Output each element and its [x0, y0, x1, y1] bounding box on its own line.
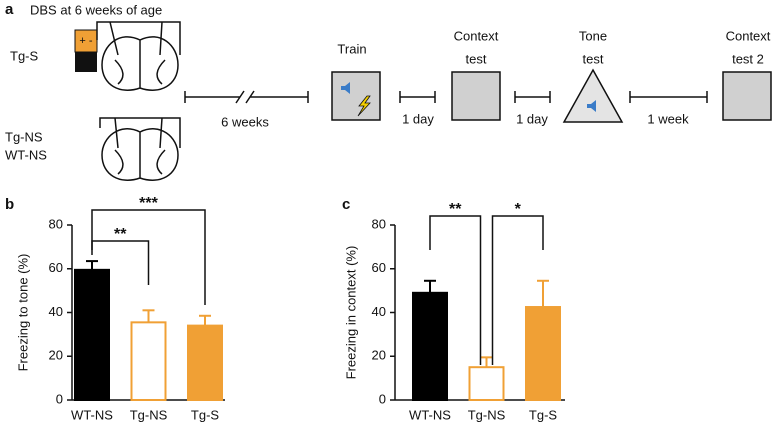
- interval-label: 1 week: [647, 111, 689, 126]
- speaker-icon: [341, 82, 350, 94]
- interval-label: 1 day: [402, 111, 434, 126]
- y-tick-label: 20: [372, 348, 386, 363]
- dbs-label: DBS at 6 weeks of age: [30, 2, 162, 17]
- group-label: Tg-S: [10, 48, 39, 63]
- interval-label: 1 day: [516, 111, 548, 126]
- bar: [525, 306, 561, 401]
- brain: [96, 21, 181, 91]
- significance-bracket: [429, 215, 482, 365]
- y-tick-label: 60: [49, 260, 63, 275]
- stage-box: [331, 71, 381, 121]
- timeline: [184, 90, 708, 104]
- battery: [75, 52, 97, 72]
- bar: [187, 324, 223, 401]
- panel-label: c: [342, 196, 350, 213]
- stage-label: test: [466, 51, 487, 66]
- stage-label: test 2: [732, 51, 764, 66]
- significance-bracket: [91, 209, 206, 305]
- speaker-icon: [587, 100, 596, 112]
- bar: [412, 291, 448, 401]
- significance-label: ***: [139, 195, 158, 212]
- x-tick-label: WT-NS: [71, 407, 113, 422]
- bar: [130, 321, 167, 401]
- panel-label: b: [5, 196, 14, 213]
- significance-label: *: [515, 201, 522, 218]
- stage-label: Context: [726, 28, 771, 43]
- x-tick-label: Tg-NS: [130, 407, 168, 422]
- significance-bracket: [491, 215, 544, 365]
- y-tick-label: 40: [49, 304, 63, 319]
- y-tick-label: 80: [49, 216, 63, 231]
- bar: [468, 366, 505, 401]
- stage-label: Context: [454, 28, 499, 43]
- group-label: WT-NS: [5, 147, 47, 162]
- battery-sign: + -: [79, 35, 92, 47]
- x-tick-label: Tg-NS: [468, 407, 506, 422]
- x-tick-label: Tg-S: [529, 407, 558, 422]
- y-tick-label: 60: [372, 260, 386, 275]
- stage-box: [722, 71, 772, 121]
- stage-box: [451, 71, 501, 121]
- significance-label: **: [449, 201, 462, 218]
- y-tick-label: 40: [372, 304, 386, 319]
- y-axis-label: Freezing in context (%): [343, 246, 358, 380]
- significance-bracket: [91, 240, 150, 285]
- group-label: Tg-NS: [5, 129, 43, 144]
- significance-label: **: [114, 226, 127, 243]
- stage-label: test: [583, 51, 604, 66]
- shock-icon: [357, 95, 371, 117]
- y-axis-label: Freezing to tone (%): [15, 254, 30, 372]
- x-tick-label: WT-NS: [409, 407, 451, 422]
- y-tick-label: 0: [56, 391, 63, 406]
- stage-label: Train: [337, 41, 366, 56]
- stage-label: Tone: [579, 28, 607, 43]
- panel-label: a: [5, 1, 14, 18]
- bar: [74, 268, 110, 401]
- stage-triangle: [562, 68, 624, 123]
- brain: [99, 117, 181, 181]
- y-tick-label: 80: [372, 216, 386, 231]
- y-tick-label: 0: [379, 391, 386, 406]
- x-tick-label: Tg-S: [191, 407, 220, 422]
- y-tick-label: 20: [49, 348, 63, 363]
- interval-label: 6 weeks: [221, 114, 269, 129]
